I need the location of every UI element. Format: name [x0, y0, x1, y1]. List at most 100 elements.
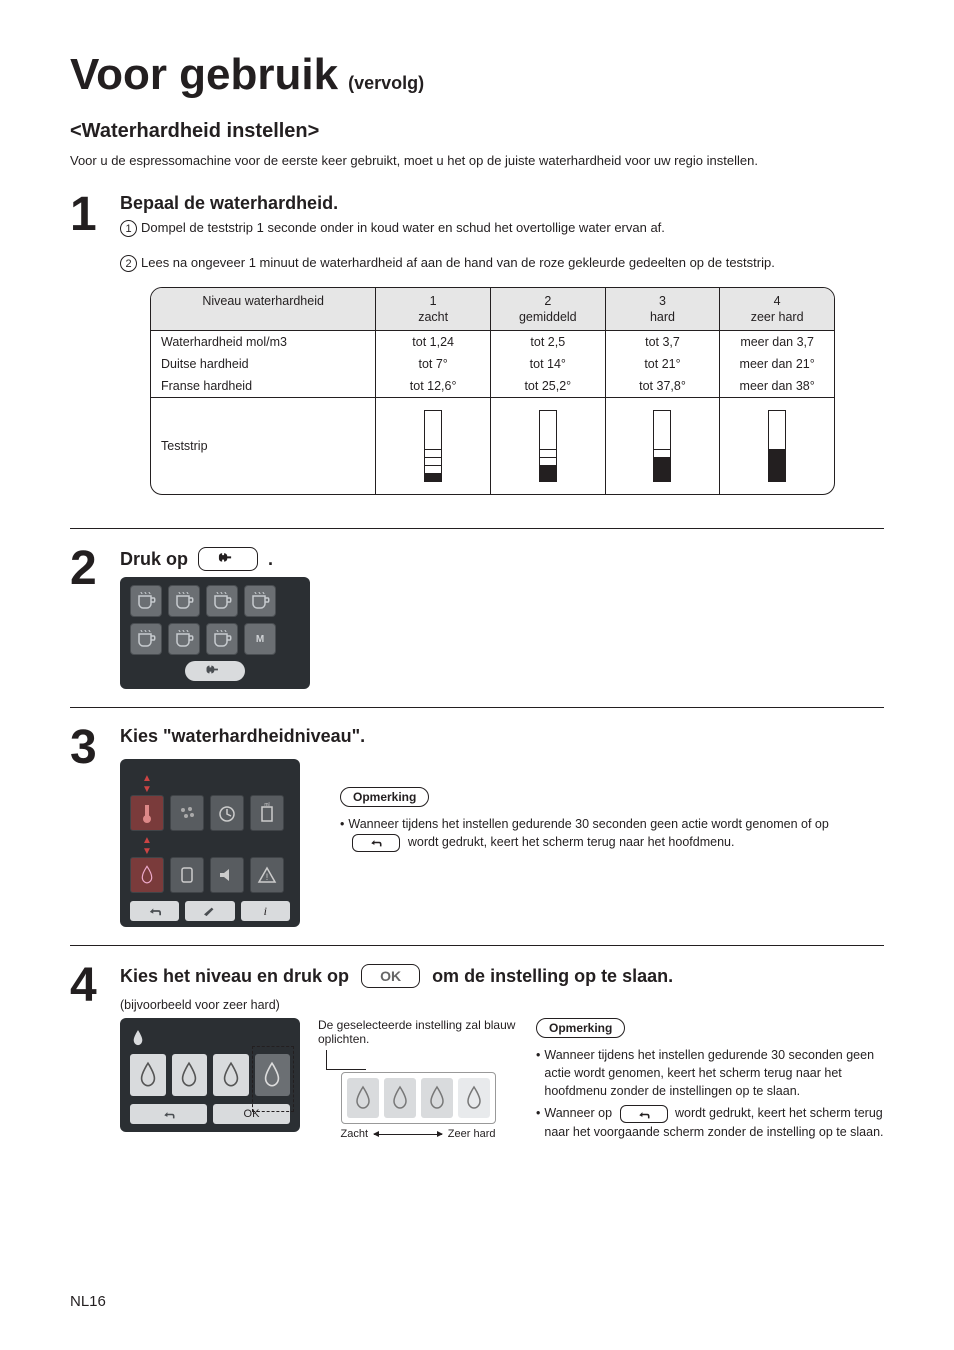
- teststrip-label: Teststrip: [151, 398, 375, 494]
- panel-back-button[interactable]: [130, 1104, 207, 1124]
- drink-button-3[interactable]: [206, 585, 238, 617]
- page-title-line: Voor gebruik (vervolg): [70, 50, 884, 100]
- cup-icon: [173, 628, 195, 650]
- example-label: (bijvoorbeeld voor zeer hard): [120, 998, 884, 1012]
- page-number: NL16: [70, 1293, 106, 1310]
- teststrip-3: [605, 398, 720, 494]
- arrow-indicator: ▲▼: [130, 835, 164, 857]
- memory-button[interactable]: M: [244, 623, 276, 655]
- section-heading: <Waterhardheid instellen>: [70, 120, 884, 143]
- step-3-number: 3: [70, 726, 105, 769]
- setting-volume[interactable]: ml: [250, 795, 284, 831]
- thermometer-icon: [136, 802, 158, 824]
- wrench-icon: [204, 665, 226, 677]
- step-4-heading: Kies het niveau en druk op OK om de inst…: [120, 964, 884, 988]
- back-arrow-icon: [146, 905, 164, 917]
- arrow-indicator: ▲▼: [130, 773, 164, 795]
- panel-ok-button[interactable]: OK: [213, 1104, 290, 1124]
- teststrip-row: Teststrip: [151, 398, 834, 494]
- wrench-button[interactable]: [198, 547, 258, 571]
- leader-line: [326, 1050, 366, 1070]
- droplet-icon: [426, 1084, 448, 1112]
- back-button-inline[interactable]: [620, 1105, 668, 1123]
- hardness-col-2: 2gemiddeld: [490, 288, 605, 330]
- back-button-inline[interactable]: [352, 834, 400, 852]
- svg-text:ml: ml: [264, 802, 269, 808]
- droplet-icon: [219, 1060, 243, 1090]
- setting-temperature[interactable]: [130, 795, 164, 831]
- setting-filter[interactable]: [170, 857, 204, 893]
- divider: [70, 945, 884, 946]
- hardness-level-2[interactable]: [172, 1054, 208, 1096]
- step-1-heading: Bepaal de waterhardheid.: [120, 193, 884, 214]
- hardness-level-4-selected[interactable]: [255, 1054, 291, 1096]
- table-row: Franse hardheid tot 12,6° tot 25,2° tot …: [151, 375, 834, 398]
- hardness-level-3[interactable]: [213, 1054, 249, 1096]
- droplet-icon: [463, 1084, 485, 1112]
- step-4-note: • Wanneer tijdens het instellen gedurend…: [536, 1046, 884, 1141]
- step-4-number: 4: [70, 964, 105, 1007]
- cup-icon: [249, 590, 271, 612]
- volume-icon: ml: [256, 802, 278, 824]
- intro-text: Voor u de espressomachine voor de eerste…: [70, 153, 884, 168]
- step-1-number: 1: [70, 193, 105, 236]
- sound-icon: [216, 864, 238, 886]
- cup-icon: [135, 590, 157, 612]
- selected-highlight-note: De geselecteerde instelling zal blauw op…: [318, 1018, 518, 1046]
- hardness-table-header: Niveau waterhardheid 1zacht 2gemiddeld 3…: [151, 288, 834, 331]
- scale-label-hard: Zeer hard: [448, 1128, 496, 1140]
- droplet-icon: [130, 1028, 146, 1048]
- droplet-icon: [177, 1060, 201, 1090]
- drink-button-2[interactable]: [168, 585, 200, 617]
- cup-icon: [211, 590, 233, 612]
- back-arrow-icon: [635, 1109, 653, 1120]
- machine-main-panel: M: [120, 577, 310, 689]
- panel-back-button[interactable]: [130, 901, 179, 921]
- panel-wrench-button[interactable]: [185, 661, 245, 681]
- scale-level-4-selected[interactable]: [458, 1078, 490, 1118]
- drink-button-5[interactable]: [130, 623, 162, 655]
- clock-icon: [216, 802, 238, 824]
- setting-sound[interactable]: [210, 857, 244, 893]
- droplet-icon: [136, 1060, 160, 1090]
- hardness-table: Niveau waterhardheid 1zacht 2gemiddeld 3…: [150, 287, 835, 495]
- back-arrow-icon: [160, 1109, 178, 1120]
- warning-icon: !: [256, 864, 278, 886]
- beans-icon: [176, 802, 198, 824]
- setting-timer[interactable]: [210, 795, 244, 831]
- hardness-select-panel: OK: [120, 1018, 300, 1132]
- setting-grind[interactable]: [170, 795, 204, 831]
- hardness-level-1[interactable]: [130, 1054, 166, 1096]
- hardness-header-label: Niveau waterhardheid: [151, 288, 375, 330]
- page-title: Voor gebruik: [70, 50, 338, 100]
- scale-level-2[interactable]: [384, 1078, 416, 1118]
- note-label: Opmerking: [340, 787, 429, 807]
- table-row: Duitse hardheid tot 7° tot 14° tot 21° m…: [151, 353, 834, 375]
- hardness-col-4: 4zeer hard: [719, 288, 834, 330]
- substep-2-marker: 2: [120, 255, 137, 272]
- drink-button-7[interactable]: [206, 623, 238, 655]
- droplet-icon: [136, 864, 158, 886]
- step-3-note: • Wanneer tijdens het instellen gedurend…: [340, 815, 884, 852]
- wrench-icon: [217, 552, 239, 566]
- setting-warning[interactable]: !: [250, 857, 284, 893]
- note-label: Opmerking: [536, 1018, 625, 1038]
- substep-2-text: Lees na ongeveer 1 minuut de waterhardhe…: [141, 255, 884, 270]
- step-3: 3 Kies "waterhardheidniveau". ▲▼ ml: [70, 726, 884, 927]
- cup-icon: [135, 628, 157, 650]
- ok-button[interactable]: OK: [361, 964, 420, 988]
- setting-water-hardness[interactable]: [130, 857, 164, 893]
- panel-clean-button[interactable]: [185, 901, 234, 921]
- step-2-number: 2: [70, 547, 105, 590]
- drink-button-1[interactable]: [130, 585, 162, 617]
- substep-1-text: Dompel de teststrip 1 seconde onder in k…: [141, 220, 884, 235]
- page-title-suffix: (vervolg): [348, 73, 424, 94]
- panel-info-button[interactable]: i: [241, 901, 290, 921]
- teststrip-1: [375, 398, 490, 494]
- scale-level-1[interactable]: [347, 1078, 379, 1118]
- step-3-heading: Kies "waterhardheidniveau".: [120, 726, 884, 747]
- scale-level-3[interactable]: [421, 1078, 453, 1118]
- drink-button-4[interactable]: [244, 585, 276, 617]
- droplet-icon: [260, 1060, 284, 1090]
- drink-button-6[interactable]: [168, 623, 200, 655]
